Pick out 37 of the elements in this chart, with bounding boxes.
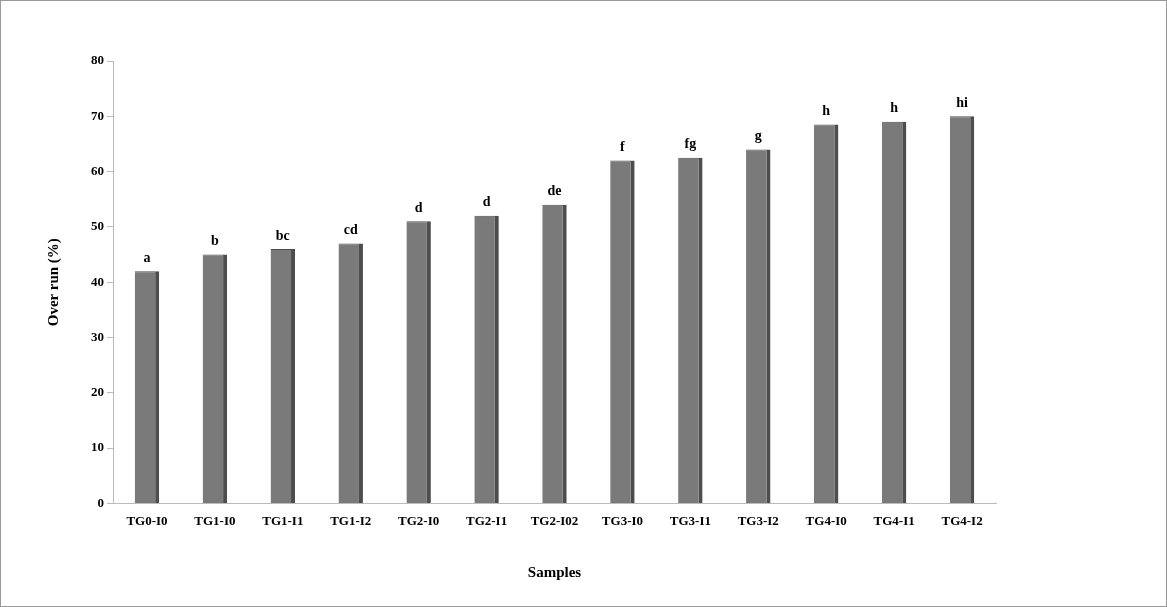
x-tick-label: TG3-I0 (601, 512, 644, 528)
x-tick-label: TG2-I02 (530, 512, 579, 528)
x-tick-label: TG1-I2 (330, 512, 372, 528)
annotation: b (210, 233, 219, 249)
x-tick-label: TG4-I2 (941, 512, 983, 528)
annotation: h (822, 103, 831, 119)
x-tick-label: TG4-I0 (805, 512, 847, 528)
annotation: a (143, 249, 151, 265)
annotation: cd (343, 222, 358, 238)
annotation: h (890, 100, 899, 116)
y-tick-label: 20 (91, 384, 104, 400)
y-tick-label: 30 (91, 328, 104, 344)
annotation: de (547, 183, 562, 199)
x-tick-label: TG2-I1 (465, 512, 508, 528)
annotation: f (620, 139, 626, 155)
x-tick-label: TG2-I0 (398, 512, 440, 528)
y-tick-label: 40 (91, 273, 104, 289)
annotation: d (482, 194, 491, 210)
y-axis-title: Over run (%) (44, 238, 62, 327)
annotation: g (754, 128, 762, 144)
annotation: d (414, 199, 423, 215)
y-tick-label: 70 (91, 107, 104, 123)
annotation: hi (956, 94, 968, 110)
x-axis-title: Samples (527, 563, 582, 580)
x-tick-label: TG1-I1 (262, 512, 304, 528)
y-tick-label: 50 (91, 218, 104, 234)
annotation: fg (684, 136, 697, 152)
y-tick-label: 60 (91, 162, 104, 178)
y-tick-label: 10 (91, 439, 104, 455)
x-tick-label: TG3-I1 (669, 512, 711, 528)
annotation: bc (275, 227, 290, 243)
y-tick-label: 0 (97, 494, 104, 510)
x-tick-label: TG4-I1 (873, 512, 915, 528)
x-tick-label: TG0-I0 (126, 512, 168, 528)
x-tick-label: TG1-I0 (194, 512, 236, 528)
y-tick-label: 80 (91, 52, 104, 68)
x-tick-label: TG3-I2 (737, 512, 779, 528)
